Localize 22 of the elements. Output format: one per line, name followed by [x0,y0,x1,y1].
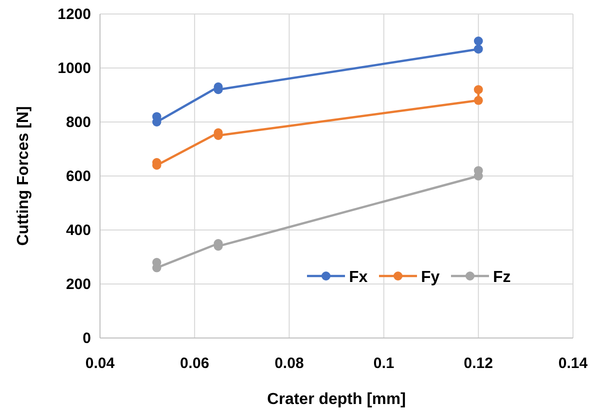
x-tick-label: 0.14 [558,355,588,372]
point [474,44,483,54]
y-tick-label: 1000 [58,60,91,77]
point [474,85,483,94]
y-axis-title: Cutting Forces [N] [15,106,32,246]
point [474,96,483,105]
y-tick-label: 0 [82,330,91,347]
y-tick-label: 200 [66,276,91,293]
y-tick-label: 600 [66,168,91,185]
legend-label: Fz [493,269,511,286]
x-tick-label: 0.04 [85,355,116,372]
legend-label: Fx [349,269,368,286]
y-tick-label: 800 [66,114,91,131]
y-tick-label: 1200 [58,6,91,23]
x-tick-label: 0.1 [373,355,394,372]
y-tick-label: 400 [66,222,91,239]
x-tick-label: 0.12 [464,355,493,372]
x-tick-label: 0.08 [274,355,304,372]
x-axis-title: Crater depth [mm] [267,391,406,408]
legend-label: Fy [421,269,440,286]
x-tick-label: 0.06 [180,355,210,372]
point [474,36,483,46]
